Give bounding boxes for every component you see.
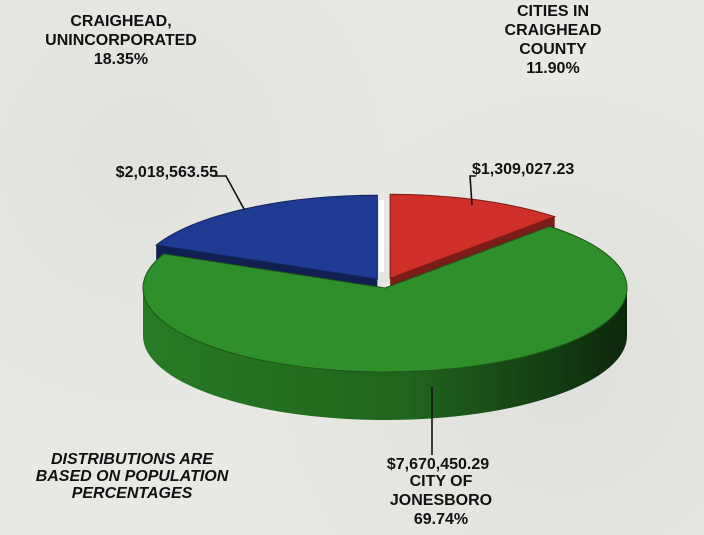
label-jonesboro-line-2: JONESBORO (389, 492, 493, 509)
distribution-note-line-3: PERCENTAGES (71, 485, 193, 502)
slice-jonesboro-top (142, 225, 628, 373)
distribution-note-line-1: DISTRIBUTIONS ARE (50, 451, 214, 468)
distribution-note-line-2: BASED ON POPULATION (35, 468, 229, 485)
label-cities-percent: 11.90% (526, 60, 580, 77)
label-cities: CITIES IN CRAIGHEAD COUNTY 11.90% (458, 2, 648, 78)
slice-unincorporated-top (154, 194, 378, 280)
amount-unincorporated: $2,018,563.55 (115, 164, 218, 181)
label-unincorporated-line-2: UNINCORPORATED (45, 32, 197, 49)
distribution-note: DISTRIBUTIONS ARE BASED ON POPULATION PE… (0, 451, 264, 502)
label-jonesboro-percent: 69.74% (413, 511, 469, 528)
label-unincorporated: CRAIGHEAD, UNINCORPORATED 18.35% (6, 12, 236, 69)
label-unincorporated-line-1: CRAIGHEAD, (70, 13, 172, 30)
leader-line-cities (469, 175, 476, 206)
label-jonesboro: CITY OF JONESBORO 69.74% (366, 472, 516, 529)
amount-cities: $1,309,027.23 (472, 161, 575, 178)
amount-jonesboro: $7,670,450.29 (386, 456, 490, 473)
slice-gap-highlight (379, 200, 384, 272)
label-cities-line-1: CITIES IN (516, 3, 589, 20)
slice-cities-top (389, 193, 557, 279)
leader-line-unincorporated (213, 175, 245, 210)
slice-jonesboro-side (143, 288, 627, 420)
slice-jonesboro (142, 225, 628, 420)
label-cities-line-3: COUNTY (519, 41, 587, 58)
label-jonesboro-line-1: CITY OF (409, 473, 473, 490)
label-cities-line-2: CRAIGHEAD (504, 22, 602, 39)
label-unincorporated-percent: 18.35% (93, 51, 149, 68)
